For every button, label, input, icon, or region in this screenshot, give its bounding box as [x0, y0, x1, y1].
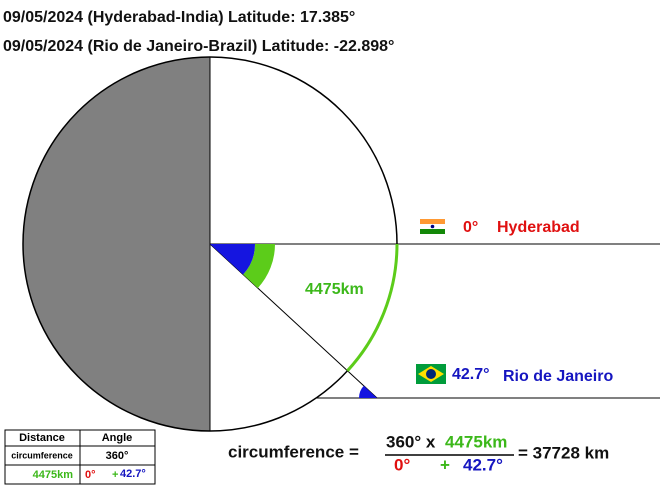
angle-band	[243, 244, 275, 289]
angle-wedge	[210, 244, 255, 275]
alt-angle-wedge	[359, 385, 377, 398]
formula-result: = 37728 km	[518, 443, 609, 462]
table	[4, 429, 156, 485]
title-line: 09/05/2024 (Hyderabad-India) Latitude: 1…	[3, 9, 355, 26]
formula-numerator: 4475km	[445, 432, 507, 451]
table-cell: 42.7°	[120, 468, 146, 480]
arc	[346, 243, 399, 372]
table-cell: 0°	[85, 469, 96, 481]
india-flag	[420, 219, 445, 234]
table-cell: 360°	[106, 450, 129, 462]
arc-label: 4475km	[305, 281, 364, 298]
table-cell: +	[112, 469, 118, 481]
table-header: Distance	[19, 432, 65, 444]
marker-name: Hyderabad	[497, 219, 580, 236]
table-cell: 4475km	[33, 469, 74, 481]
table-header: Angle	[102, 432, 133, 444]
marker-angle: 0°	[463, 219, 478, 236]
title-line: 09/05/2024 (Rio de Janeiro-Brazil) Latit…	[3, 38, 394, 55]
marker-angle: 42.7°	[452, 366, 490, 383]
radial-line	[209, 243, 378, 399]
formula-denominator: 0°	[394, 455, 410, 474]
table-cell: circumference	[11, 450, 73, 460]
earth-night	[23, 57, 210, 431]
brazil-flag	[416, 364, 446, 384]
formula-denominator: +	[440, 455, 450, 474]
formula-numerator: 360° x	[386, 432, 436, 451]
formula-denominator: 42.7°	[463, 455, 503, 474]
formula-lhs: circumference =	[228, 442, 359, 461]
marker-name: Rio de Janeiro	[503, 368, 613, 385]
